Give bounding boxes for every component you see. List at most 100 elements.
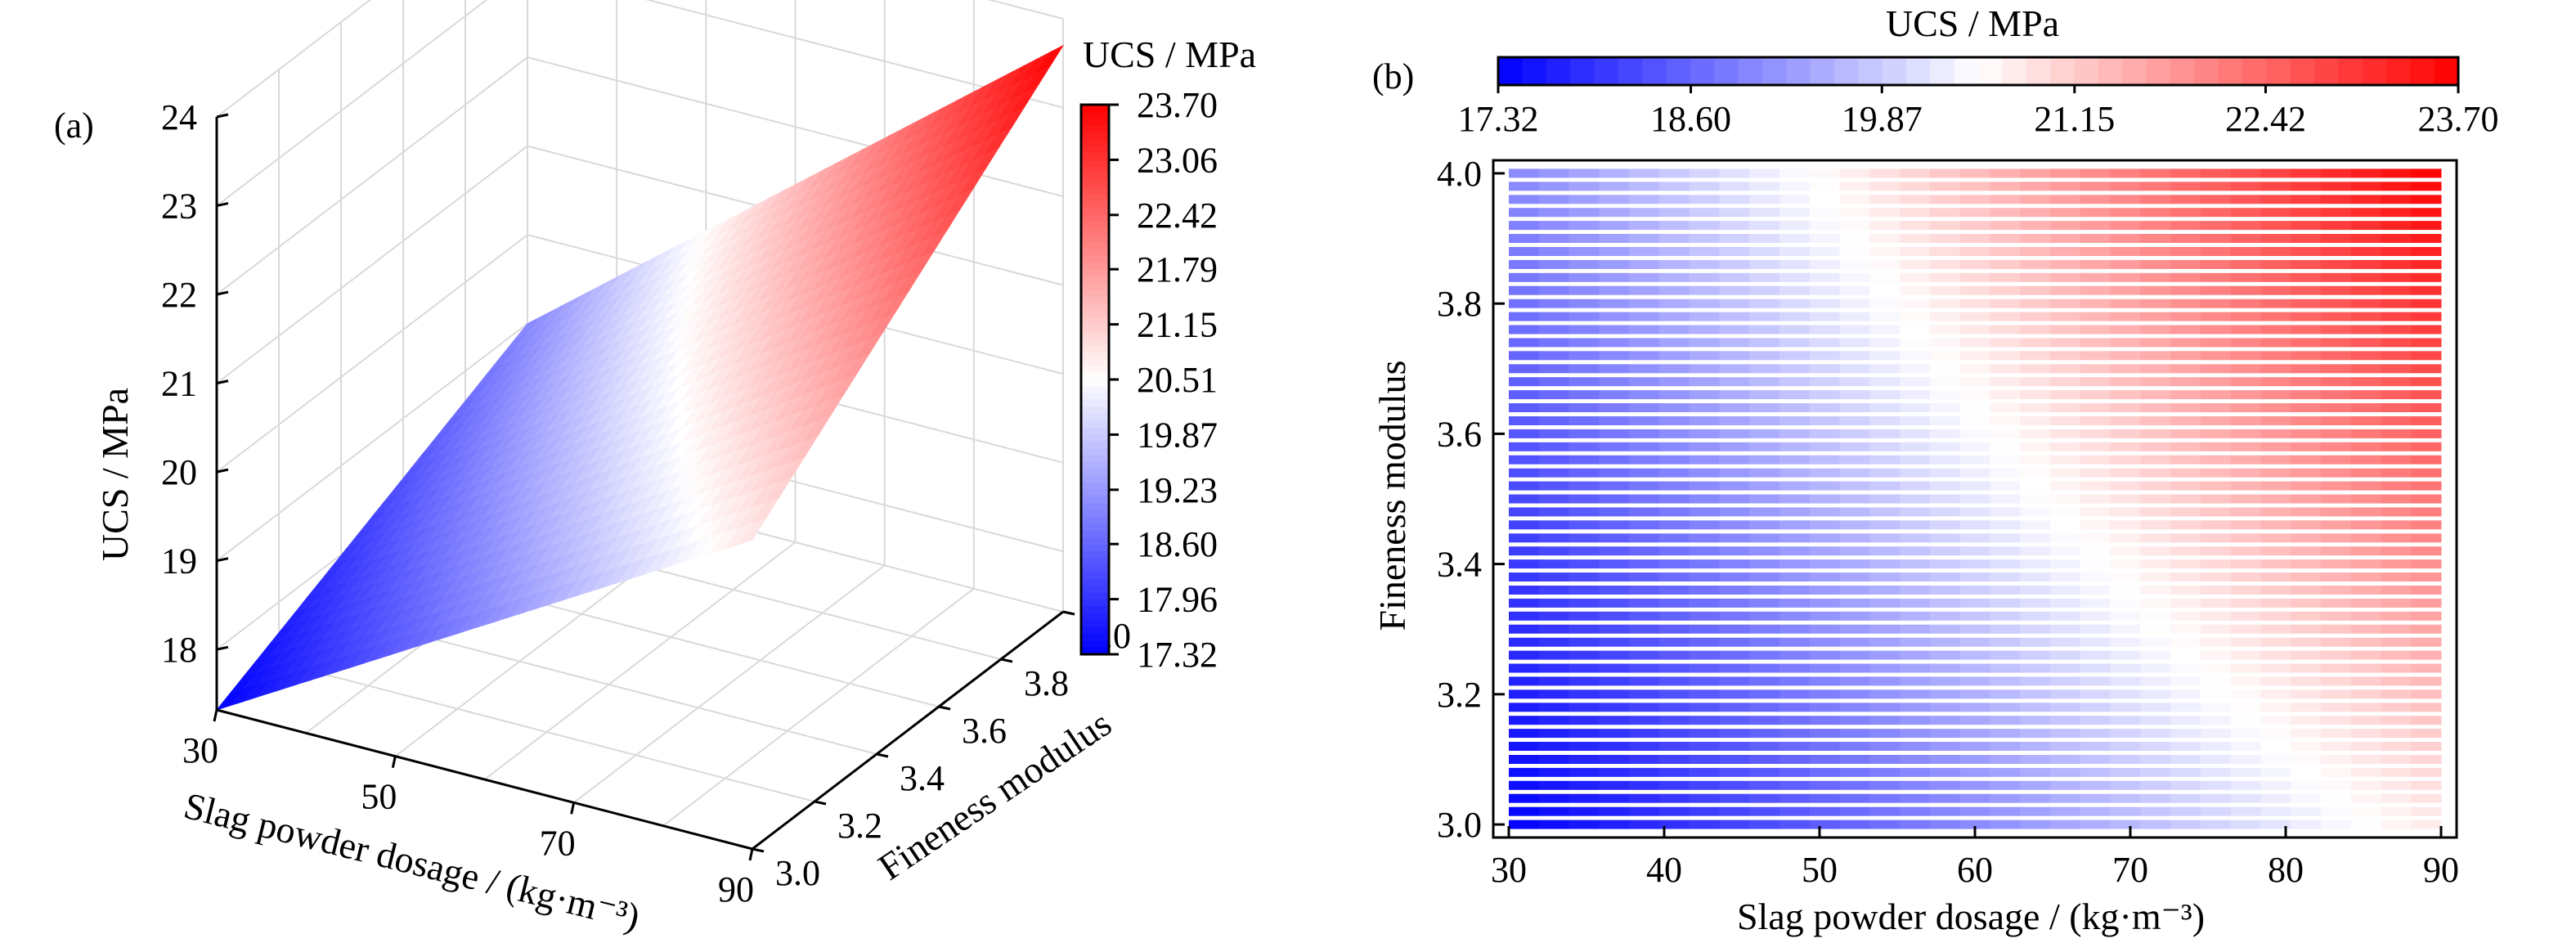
heatmap-cell [2381, 793, 2412, 803]
heatmap-cell [1809, 351, 1840, 361]
heatmap-cell [1689, 586, 1720, 595]
heatmap-cell [2260, 611, 2291, 621]
heatmap-cell [1509, 533, 1540, 543]
heatmap-cell [1538, 325, 1570, 335]
heatmap-cell [1719, 234, 1750, 243]
colorbar-segment [1081, 626, 1109, 635]
heatmap-cell [1749, 299, 1780, 308]
heatmap-cell [2320, 259, 2352, 269]
heatmap-cell [2020, 559, 2051, 569]
heatmap-cell [2110, 637, 2141, 647]
heatmap-cell [1959, 533, 1990, 543]
heatmap-cell [1869, 390, 1901, 400]
heatmap-cell [1509, 481, 1540, 491]
heatmap-cell [2320, 573, 2352, 582]
heatmap-cell [2411, 285, 2442, 295]
heatmap-cell [1839, 481, 1870, 491]
heatmap-cell [2411, 676, 2442, 686]
heatmap-cell [2020, 182, 2051, 191]
heatmap-cell [2230, 208, 2261, 218]
colorbar-segment [1930, 57, 1955, 85]
heatmap-cell [2049, 742, 2081, 751]
heatmap-cell [1689, 364, 1720, 374]
heatmap-cell [2381, 729, 2412, 739]
heatmap-cell [1629, 598, 1660, 608]
heatmap-cell [1839, 663, 1870, 673]
heatmap-cell [2110, 793, 2141, 803]
colorbar-segment [1786, 57, 1811, 85]
heatmap-cell [2080, 325, 2111, 335]
heatmap-cell [1749, 168, 1780, 178]
x-tick-label: 30 [1491, 850, 1527, 890]
heatmap-cell [2170, 299, 2201, 308]
heatmap-cell [2320, 481, 2352, 491]
heatmap-cell [1839, 703, 1870, 712]
heatmap-cell [2320, 455, 2352, 465]
colorbar-segment [1081, 523, 1109, 532]
heatmap-cell [1869, 429, 1901, 438]
heatmap-cell [2140, 182, 2171, 191]
heatmap-cell [1538, 820, 1570, 829]
heatmap-cell [1900, 468, 1931, 478]
heatmap-cell [2080, 533, 2111, 543]
heatmap-cell [1779, 195, 1811, 204]
heatmap-cell [1538, 806, 1570, 816]
heatmap-cell [2110, 182, 2141, 191]
heatmap-cell [1990, 234, 2021, 243]
heatmap-cell [1509, 312, 1540, 321]
z-tick [216, 113, 229, 119]
heatmap-cell [1900, 716, 1931, 725]
heatmap-cell [1629, 325, 1660, 335]
heatmap-cell [2049, 820, 2081, 829]
heatmap-cell [2260, 755, 2291, 764]
heatmap-cell [1990, 351, 2021, 361]
colorbar-segment [1081, 640, 1109, 649]
colorbar-segment [1081, 166, 1109, 174]
heatmap-cell [1629, 338, 1660, 348]
heatmap-cell [2140, 338, 2171, 348]
colorbar-segment [2050, 57, 2075, 85]
heatmap-cell [1749, 806, 1780, 816]
heatmap-cell [1629, 624, 1660, 634]
heatmap-cell [1990, 663, 2021, 673]
heatmap-cell [1779, 468, 1811, 478]
heatmap-cell [1568, 559, 1600, 569]
heatmap-cell [2049, 559, 2081, 569]
heatmap-cell [2110, 689, 2141, 699]
heatmap-cell [2381, 573, 2412, 582]
heatmap-cell [1658, 729, 1690, 739]
heatmap-cell [2320, 182, 2352, 191]
heatmap-cell [1900, 195, 1931, 204]
heatmap-cell [1929, 390, 1961, 400]
heatmap-cell [2049, 259, 2081, 269]
heatmap-cell [1749, 195, 1780, 204]
colorbar-tick-label: 21.15 [1137, 305, 1218, 345]
heatmap-cell [2080, 208, 2111, 218]
heatmap-cell [1568, 416, 1600, 425]
heatmap-cell [2350, 416, 2381, 425]
heatmap-cell [2200, 168, 2232, 178]
heatmap-cell [1869, 468, 1901, 478]
heatmap-cell [1599, 221, 1630, 231]
heatmap-cell [2411, 820, 2442, 829]
heatmap-cell [2200, 586, 2232, 595]
colorbar-segment [1081, 125, 1109, 133]
heatmap-cell [2320, 559, 2352, 569]
heatmap-cell [2320, 793, 2352, 803]
heatmap-cell [2020, 429, 2051, 438]
heatmap-cell [2080, 716, 2111, 725]
heatmap-cell [1509, 520, 1540, 530]
heatmap-cell [2020, 442, 2051, 451]
heatmap-cell [1929, 234, 1961, 243]
heatmap-cell [1990, 259, 2021, 269]
heatmap-cell [1929, 299, 1961, 308]
heatmap-cell [2170, 351, 2201, 361]
heatmap-cell [1658, 299, 1690, 308]
heatmap-cell [1599, 234, 1630, 243]
heatmap-cell [2350, 195, 2381, 204]
heatmap-cell [2170, 663, 2201, 673]
heatmap-cell [1658, 390, 1690, 400]
heatmap-cell [1568, 820, 1600, 829]
heatmap-cell [2291, 767, 2322, 777]
heatmap-cell [2291, 546, 2322, 556]
